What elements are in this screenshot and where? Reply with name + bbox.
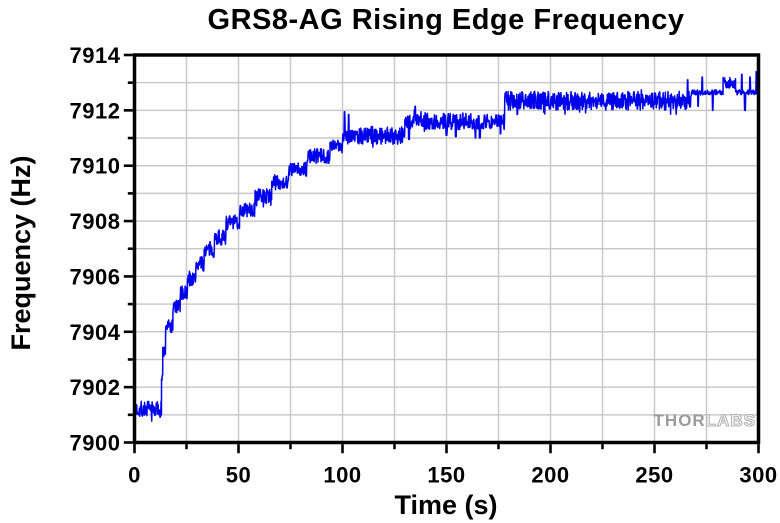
plot-border (132, 53, 761, 445)
frequency-trace (136, 70, 757, 422)
y-tick-label: 7900 (70, 431, 121, 456)
chart-title: GRS8-AG Rising Edge Frequency (207, 4, 685, 36)
y-tick-label: 7904 (70, 320, 121, 345)
y-tick-label: 7912 (70, 98, 121, 123)
y-tick-label: 7906 (70, 264, 121, 289)
x-tick-label: 200 (531, 463, 569, 488)
grid-lines (134, 55, 759, 443)
x-axis-title: Time (s) (394, 490, 498, 520)
x-tick-label: 50 (226, 463, 251, 488)
thorlabs-watermark-outline: LABS (705, 410, 756, 430)
thorlabs-watermark: THORLABS (653, 410, 756, 431)
x-tick-label: 150 (427, 463, 465, 488)
axis-ticks (123, 53, 760, 454)
y-tick-label: 7902 (70, 375, 121, 400)
x-tick-label: 250 (635, 463, 673, 488)
x-tick-label: 0 (128, 463, 141, 488)
y-tick-label: 7908 (70, 209, 121, 234)
thorlabs-watermark-solid: THOR (653, 411, 706, 430)
x-tick-label: 100 (323, 463, 361, 488)
x-tick-label: 300 (739, 463, 777, 488)
tick-labels: 0 50 100 150 200 250 300 7900 7902 7904 7906 7908 79… (70, 43, 778, 488)
y-tick-label: 7914 (70, 43, 121, 68)
y-tick-label: 7910 (70, 154, 121, 179)
